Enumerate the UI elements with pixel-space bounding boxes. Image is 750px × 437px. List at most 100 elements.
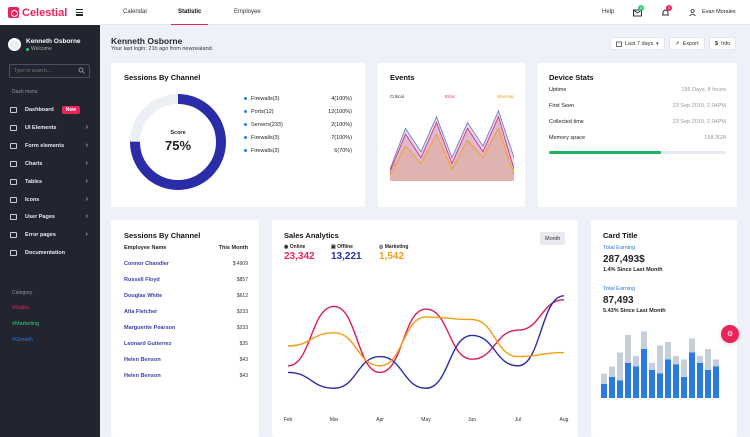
earning-value-1: 287,493$ [603,254,645,265]
chevron-right-icon: › [85,196,88,203]
avatar[interactable] [8,38,21,51]
icons-icon [10,196,17,203]
bullet-icon [244,136,247,140]
sidebar-item-ui-elements[interactable]: UI Elements › [0,120,100,135]
sidebar-item-dashboard[interactable]: Dashboard New [0,102,100,117]
calendar-icon [616,41,622,47]
chart-icon [10,160,17,167]
user-name[interactable]: Evan Morales [702,9,736,15]
brand[interactable]: Celestial [0,0,100,25]
hamburger-menu-icon[interactable] [76,9,83,16]
bar-primary [713,366,719,398]
export-button[interactable]: ↗ Export [669,37,705,50]
bar-primary [705,370,711,398]
sidebar-item-tables[interactable]: Tables › [0,174,100,189]
help-link[interactable]: Help [602,9,615,15]
sales-line-marketing [287,316,565,367]
date-range-select[interactable]: Last 7 days ▾ [610,37,665,50]
table-row[interactable]: Helen Benson $43 [124,357,248,363]
month-button[interactable]: Month [540,232,566,245]
x-tick-label: Aug [560,417,569,423]
notifications-badge: 3 [666,5,672,11]
export-icon: ↗ [675,40,680,47]
bullet-icon [244,97,247,101]
x-tick-label: Mar [330,417,339,423]
earning-label-2: Total Earning [603,286,636,292]
sales-line-offline [287,295,565,389]
bullet-icon [244,149,247,153]
sidebar-user-name: Kenneth Osborne [26,38,81,45]
tab-calendar[interactable]: Calendar [123,9,148,15]
card-bar-chart [601,331,719,398]
sidebar [0,25,100,437]
sidebar-item-icons[interactable]: Icons › [0,192,100,207]
settings-fab[interactable]: ⚙ [721,325,739,343]
device-stats-card [538,63,737,207]
search-icon[interactable] [78,67,85,74]
card-title-card [591,220,737,437]
device-stats-title: Device Stats [549,73,594,82]
bar-primary [697,363,703,398]
mail-icon [633,9,642,17]
sales-line-online [287,299,565,374]
celestial-logo-icon [8,7,19,18]
earning-value-2: 87,493 [603,295,634,306]
sidebar-item-user-pages[interactable]: User Pages › [0,209,100,224]
offline-icon: ▣ [331,244,338,250]
employee-card-title: Sessions By Channel [124,231,201,240]
events-line-critical [390,109,514,170]
legend-critical: Critical [390,94,404,99]
table-row[interactable]: Russell Floyd $857 [124,277,248,283]
info-button[interactable]: $ Info [709,37,737,50]
last-login-text: Your last login: 21h ago from newzealand… [111,46,214,52]
bar-primary [649,370,655,398]
sales-line-chart: Feb Mar Apr May Jun Jul Aug [284,295,569,423]
events-line-warning [390,127,514,176]
messages-badge: 3 [638,5,644,11]
tab-statistic[interactable]: Statistic [171,0,209,25]
table-row[interactable]: Alta Fletcher $233 [124,309,248,315]
channel-list: Firewalls(3) 4(100%) Ports(12) 12(100%) Se… [244,96,352,161]
category-growth[interactable]: #Growth [12,337,33,343]
category-sales[interactable]: #Sales [12,305,29,311]
bar-primary [609,377,615,398]
bar-primary [665,359,671,398]
x-tick-label: Jun [468,417,476,423]
category-marketing[interactable]: #Marketing [12,321,40,327]
bullet-icon [244,123,247,127]
bullet-icon [244,110,247,114]
table-row[interactable]: Helen Benson $43 [124,373,248,379]
marketing-icon: ◎ [379,244,385,250]
bell-icon [662,9,669,16]
stat-offline-value: 13,221 [331,251,362,262]
stat-online-value: 23,342 [284,251,315,262]
bar-primary [625,363,631,398]
messages-button[interactable]: 3 [633,5,644,19]
bar-primary [633,366,639,398]
table-row[interactable]: Marguerite Pearson $233 [124,325,248,331]
legend-warning: Warning [497,94,514,99]
sidebar-item-documentation[interactable]: Documentation [0,245,100,260]
sales-analytics-title: Sales Analytics [284,231,339,240]
new-badge: New [61,105,81,114]
table-row[interactable]: Douglas White $612 [124,293,248,299]
stat-marketing-value: 1,542 [379,251,405,262]
documentation-icon [10,249,17,256]
table-row[interactable]: Connor Chandler $ 4909 [124,261,248,267]
list-item: Firewalls(3) 7(100%) [244,135,352,148]
table-row[interactable]: Leonard Gutierrez $35 [124,341,248,347]
chevron-right-icon: › [85,178,88,185]
sidebar-item-form-elements[interactable]: Form elements › [0,138,100,153]
sidebar-item-charts[interactable]: Charts › [0,156,100,171]
list-item: Firewalls(3) 4(100%) [244,96,352,109]
chevron-right-icon: › [85,213,88,220]
x-tick-label: Apr [376,417,384,423]
form-icon [10,142,17,149]
notifications-button[interactable]: 3 [661,5,672,19]
tab-employee[interactable]: Employee [234,9,261,15]
sidebar-search-input[interactable] [9,64,90,78]
sidebar-user-status: Welcome [31,46,52,52]
user-icon[interactable] [689,8,696,17]
chevron-down-icon: ▾ [656,40,659,47]
sidebar-item-error-pages[interactable]: Error pages › [0,227,100,242]
